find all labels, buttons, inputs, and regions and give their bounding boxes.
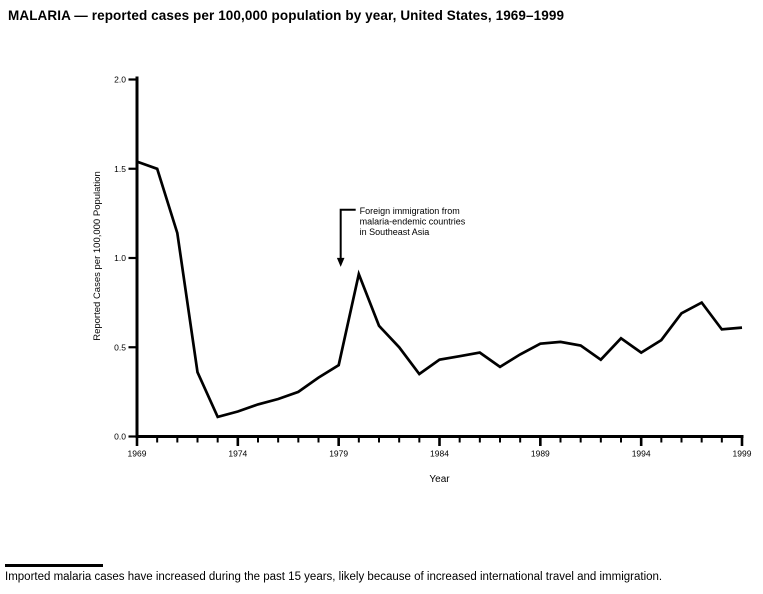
y-axis-title: Reported Cases per 100,000 Population: [92, 171, 103, 341]
footnote-rule: [5, 564, 103, 567]
y-tick-label: 1.5: [114, 164, 126, 174]
footnote-text: Imported malaria cases have increased du…: [5, 571, 663, 583]
page-title: MALARIA — reported cases per 100,000 pop…: [8, 8, 565, 23]
cases-line-series: [136, 160, 743, 419]
annotation-arrow-line: [339, 208, 356, 260]
x-axis-title: Year: [429, 474, 450, 485]
annotation-text-line: malaria-endemic countries: [360, 216, 466, 226]
annotation-arrowhead-icon: [336, 257, 345, 267]
x-tick-label: 1979: [329, 449, 348, 459]
y-tick-label: 1.0: [114, 253, 126, 263]
annotation-text-line: Foreign immigration from: [360, 206, 460, 216]
axis-frame: [135, 76, 744, 438]
x-tick-label: 1999: [733, 449, 752, 459]
x-tick-label: 1989: [531, 449, 550, 459]
x-tick-label: 1974: [228, 449, 247, 459]
y-tick-label: 0.0: [114, 432, 126, 442]
y-tick-label: 0.5: [114, 342, 126, 352]
y-tick-label: 2.0: [114, 75, 126, 85]
malaria-trend-chart: 0.0 0.5 1.0 1.5 2.0 1969 1974 1979 1984 1989 1994 1…: [92, 75, 752, 486]
x-tick-label: 1969: [128, 449, 147, 459]
annotation-text-line: in Southeast Asia: [360, 227, 430, 237]
x-tick-label: 1994: [632, 449, 651, 459]
x-tick-label: 1984: [430, 449, 449, 459]
